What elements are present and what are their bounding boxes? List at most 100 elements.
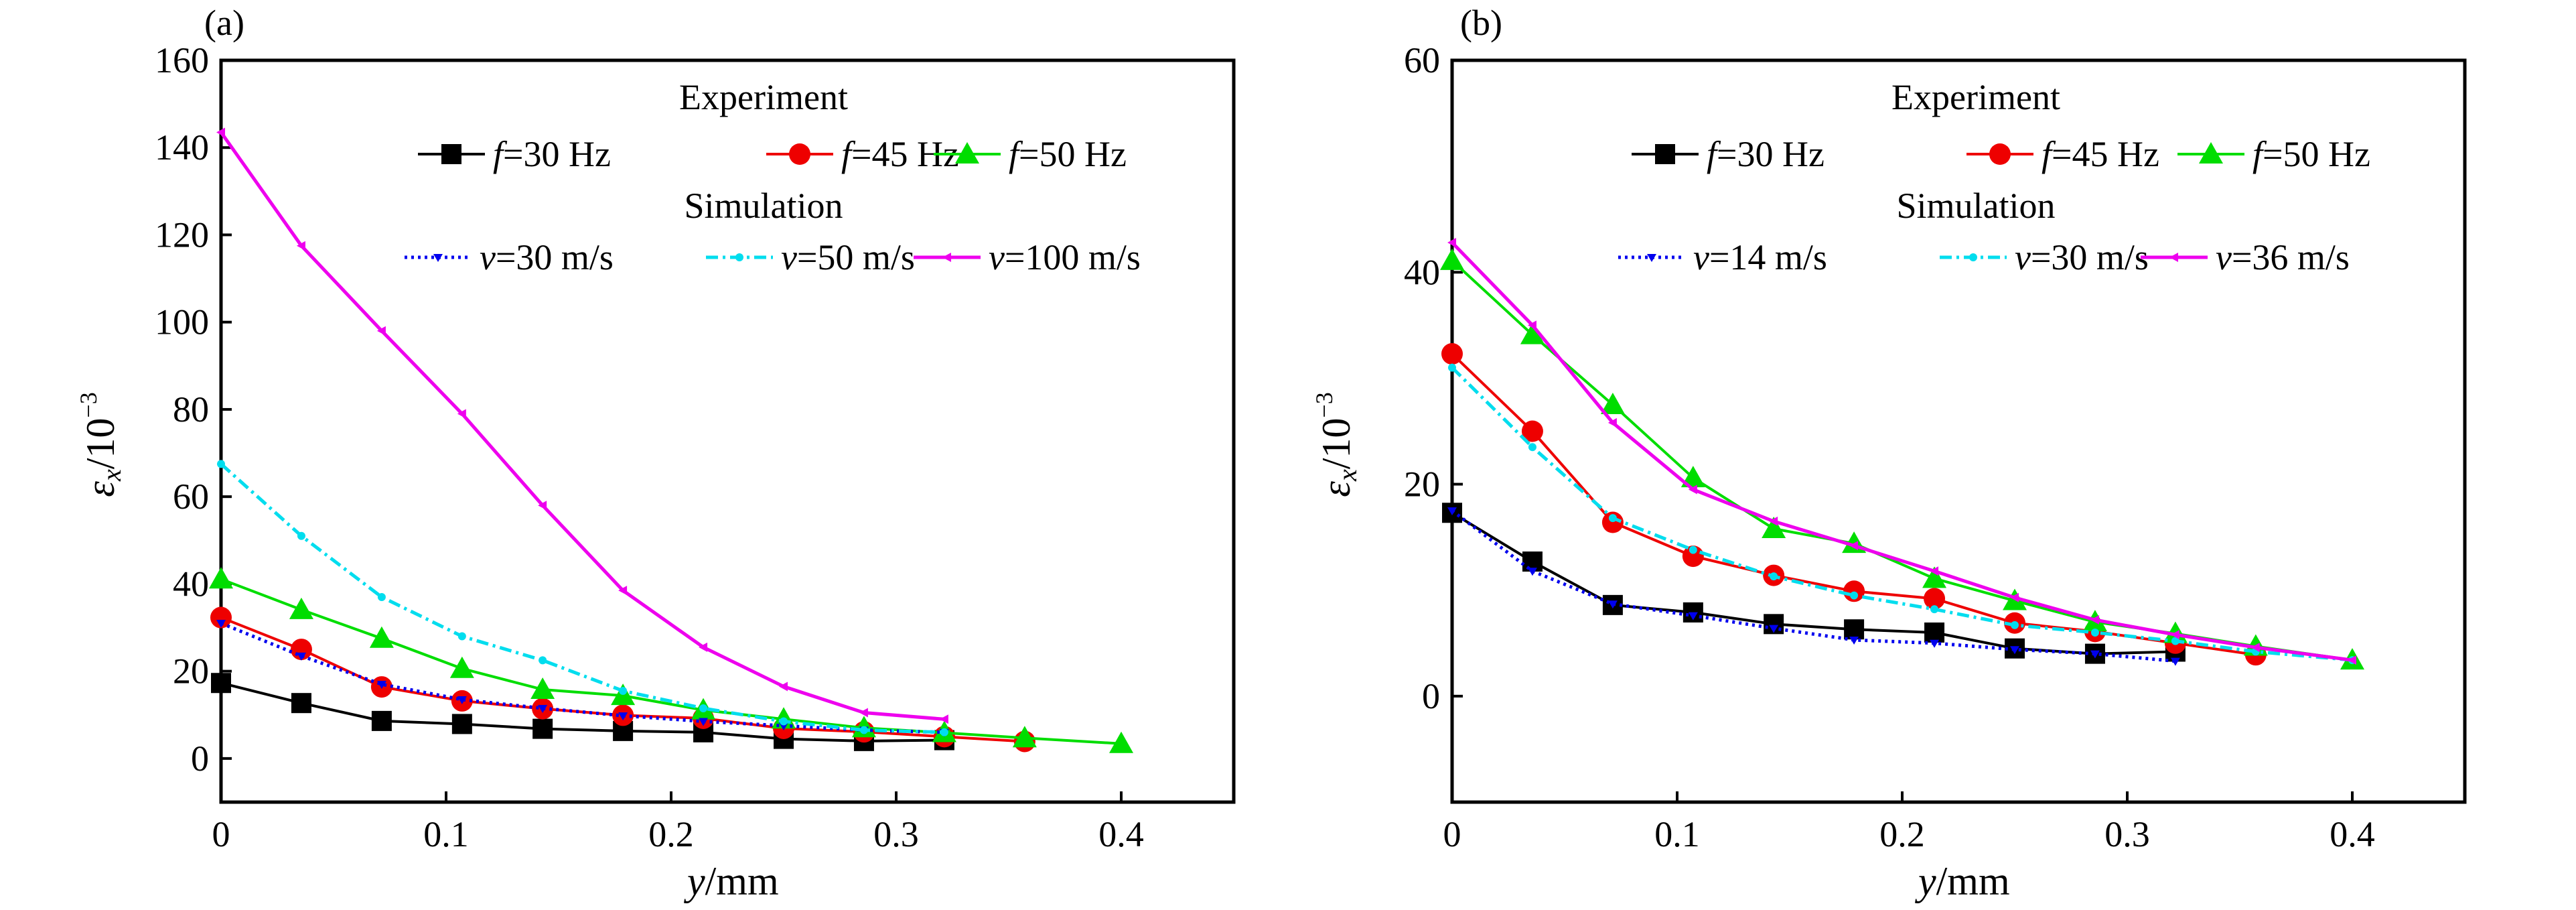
plot-frame: [219, 58, 1236, 804]
data-point: [376, 681, 386, 690]
data-point: [1608, 514, 1617, 523]
data-point: [2090, 650, 2100, 659]
data-point: [2171, 637, 2179, 645]
y-tick-label: 120: [155, 214, 209, 255]
series-line: [1451, 509, 2176, 663]
series-line: [220, 681, 944, 742]
y-tick-label: 40: [1404, 252, 1440, 292]
data-point: [2011, 621, 2019, 629]
data-point: [1521, 420, 1543, 442]
legend-label: f=45 Hz: [2042, 134, 2159, 174]
x-tick-label: 0.4: [1098, 814, 1144, 854]
data-point: [699, 704, 708, 712]
series-group: [1440, 238, 2364, 670]
panel-b: (b) 0 0.1 0.2 0.3 0.4 0 20 40 60 y/mm εx/10−3 Experi…: [1311, 3, 2467, 903]
y-tick-label: 80: [173, 389, 209, 430]
legend-label: f=30 Hz: [1707, 134, 1824, 174]
legend-label-text: =14 m/s: [1709, 237, 1827, 277]
legend-item-experiment: f=50 Hz: [2177, 134, 2370, 174]
legend-swatch-marker: [955, 142, 979, 164]
data-point: [1607, 417, 1617, 428]
data-point: [209, 567, 233, 589]
data-point: [1527, 568, 1537, 576]
data-point: [1849, 637, 1859, 645]
legend-label-text: =30 Hz: [503, 134, 611, 174]
legend-swatch-marker: [2169, 253, 2178, 262]
series-simulation: [216, 620, 949, 737]
data-point: [1448, 363, 1456, 372]
data-point: [1441, 343, 1463, 365]
legend-item-simulation: v=30 m/s: [1940, 237, 2149, 277]
legend-item-experiment: f=30 Hz: [1632, 134, 1824, 174]
legend-item-simulation: v=50 m/s: [706, 237, 915, 277]
data-point: [291, 693, 311, 714]
legend-swatch-marker: [1969, 253, 1977, 261]
y-axis-unit: /10: [1314, 418, 1358, 470]
x-tick-label: 0.4: [2330, 814, 2375, 854]
data-point: [1770, 572, 1778, 581]
legend-title-simulation: Simulation: [684, 186, 843, 226]
legend-item-simulation: v=14 m/s: [1618, 237, 1827, 277]
legend-label-var: v: [2216, 237, 2232, 277]
legend-swatch-marker: [2199, 142, 2223, 164]
x-axis-title: y/mm: [683, 859, 779, 903]
x-axis-unit: /mm: [705, 859, 779, 903]
data-point: [1682, 545, 1704, 568]
legend-swatch-marker: [735, 253, 743, 261]
data-point: [451, 714, 472, 734]
y-axis-var: ε: [78, 481, 123, 497]
data-point: [369, 626, 394, 648]
data-point: [1762, 516, 1786, 538]
data-point: [1528, 443, 1536, 452]
legend-label-text: =50 m/s: [797, 237, 915, 277]
data-point: [1447, 238, 1456, 248]
legend-item-experiment: f=30 Hz: [418, 134, 611, 174]
data-point: [1688, 612, 1698, 621]
legend-item-experiment: f=45 Hz: [1966, 134, 2159, 174]
data-point: [538, 501, 547, 511]
data-point: [457, 696, 467, 704]
data-point: [457, 409, 466, 419]
series-simulation: [1448, 363, 2356, 665]
series-line: [1451, 259, 2353, 662]
legend-label-var: v: [781, 237, 797, 277]
legend-label: v=50 m/s: [781, 237, 915, 277]
series-line: [220, 578, 1122, 745]
series-line: [219, 131, 945, 721]
data-point: [371, 710, 392, 731]
data-point: [1520, 322, 1545, 344]
y-tick-label: 20: [1404, 464, 1440, 505]
series-experiment: [209, 567, 1133, 753]
y-axis-title: εx/10−3: [1311, 392, 1362, 497]
data-point: [1447, 507, 1457, 516]
data-point: [1930, 566, 1939, 576]
series-line: [220, 621, 944, 734]
legend-label: f=50 Hz: [2252, 134, 2370, 174]
data-point: [2010, 646, 2019, 655]
data-point: [289, 597, 313, 619]
data-point: [2090, 614, 2099, 625]
data-point: [1012, 726, 1037, 748]
legend: Experiment Simulation f=30 Hz f=45 Hz f=50 H…: [405, 77, 1141, 277]
x-axis-title: y/mm: [1914, 859, 2010, 903]
data-point: [1843, 580, 1865, 602]
legend-label-var: v: [989, 237, 1005, 277]
y-axis-title: εx/10−3: [75, 392, 127, 497]
data-point: [376, 326, 386, 336]
y-tick-label: 160: [155, 40, 209, 80]
data-point: [377, 592, 386, 601]
legend-label-var: v: [2015, 237, 2031, 277]
series-experiment: [1441, 343, 2267, 666]
data-point: [1527, 320, 1536, 330]
data-point: [217, 460, 225, 468]
data-point: [699, 642, 708, 652]
x-tick-label: 0.2: [648, 814, 694, 854]
series-experiment: [1440, 248, 2364, 670]
legend-item-simulation: v=30 m/s: [405, 237, 614, 277]
data-point: [2348, 655, 2356, 665]
data-point: [2170, 630, 2179, 640]
data-point: [1930, 639, 1940, 648]
x-tick-label: 0: [1443, 814, 1461, 854]
data-point: [539, 656, 547, 665]
